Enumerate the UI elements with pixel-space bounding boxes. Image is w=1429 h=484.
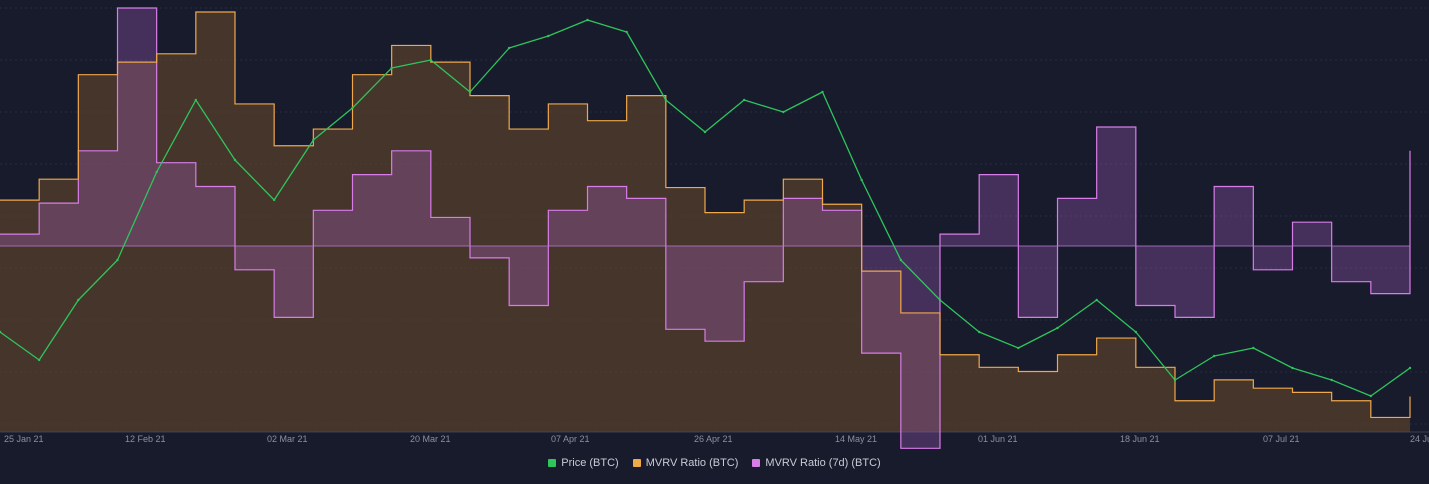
legend-item-price[interactable]: Price (BTC) xyxy=(548,457,619,469)
legend-swatch-mvrv xyxy=(632,459,641,467)
x-tick-label: 07 Jul 21 xyxy=(1263,434,1300,444)
price-point xyxy=(272,198,276,202)
x-axis: 25 Jan 21 12 Feb 21 02 Mar 21 20 Mar 21 07 A… xyxy=(4,434,1429,444)
series-layer xyxy=(0,7,1412,449)
mvrv-7d-line xyxy=(0,7,1411,449)
x-tick-label: 14 May 21 xyxy=(835,434,877,444)
price-point xyxy=(507,46,511,50)
legend-swatch-mvrv-7d xyxy=(752,459,761,467)
price-point xyxy=(116,258,119,262)
legend: Price (BTC) MVRV Ratio (BTC) MVRV Ratio … xyxy=(0,457,1429,469)
mvrv-line xyxy=(0,11,1411,419)
price-point xyxy=(1330,378,1333,382)
legend-label-mvrv-7d: MVRV Ratio (7d) (BTC) xyxy=(765,457,881,469)
price-point xyxy=(1252,346,1255,350)
price-point xyxy=(1212,354,1216,358)
price-point xyxy=(312,138,315,142)
x-tick-label: 24 Jul xyxy=(1410,434,1429,444)
mvrv-7d-area xyxy=(0,8,1410,449)
legend-swatch-price xyxy=(548,459,557,467)
legend-label-price: Price (BTC) xyxy=(561,457,619,469)
price-point xyxy=(1095,298,1098,302)
price-point xyxy=(0,330,2,334)
price-point xyxy=(586,18,589,22)
x-tick-label: 26 Apr 21 xyxy=(694,434,733,444)
price-point xyxy=(351,106,354,110)
price-point xyxy=(1017,346,1020,350)
price-point xyxy=(703,130,707,134)
price-point xyxy=(1369,394,1373,398)
price-point xyxy=(899,258,903,262)
price-point xyxy=(1408,366,1412,370)
x-tick-label: 12 Feb 21 xyxy=(125,434,166,444)
price-point xyxy=(782,110,785,114)
price-point xyxy=(155,170,158,174)
price-point xyxy=(821,90,824,94)
price-point xyxy=(1291,366,1294,370)
price-point xyxy=(1134,330,1138,334)
legend-item-mvrv[interactable]: MVRV Ratio (BTC) xyxy=(632,457,739,469)
x-tick-label: 07 Apr 21 xyxy=(551,434,590,444)
price-point xyxy=(977,330,981,334)
price-point xyxy=(860,178,863,182)
x-tick-label: 20 Mar 21 xyxy=(410,434,451,444)
price-point xyxy=(1056,326,1059,330)
price-point xyxy=(233,158,237,162)
legend-label-mvrv: MVRV Ratio (BTC) xyxy=(645,457,739,469)
price-point xyxy=(625,30,628,34)
price-point xyxy=(742,98,746,102)
price-point xyxy=(77,298,80,302)
price-point xyxy=(429,58,433,62)
price-point xyxy=(468,90,472,94)
legend-item-mvrv-7d[interactable]: MVRV Ratio (7d) (BTC) xyxy=(752,457,881,469)
price-point xyxy=(547,34,550,38)
x-tick-label: 02 Mar 21 xyxy=(267,434,308,444)
price-point xyxy=(390,66,393,70)
x-tick-label: 01 Jun 21 xyxy=(978,434,1018,444)
price-point xyxy=(938,298,942,302)
price-point xyxy=(1173,378,1177,382)
price-point xyxy=(37,358,41,362)
x-tick-label: 25 Jan 21 xyxy=(4,434,44,444)
price-point xyxy=(664,98,668,102)
price-point xyxy=(194,98,198,102)
x-tick-label: 18 Jun 21 xyxy=(1120,434,1160,444)
